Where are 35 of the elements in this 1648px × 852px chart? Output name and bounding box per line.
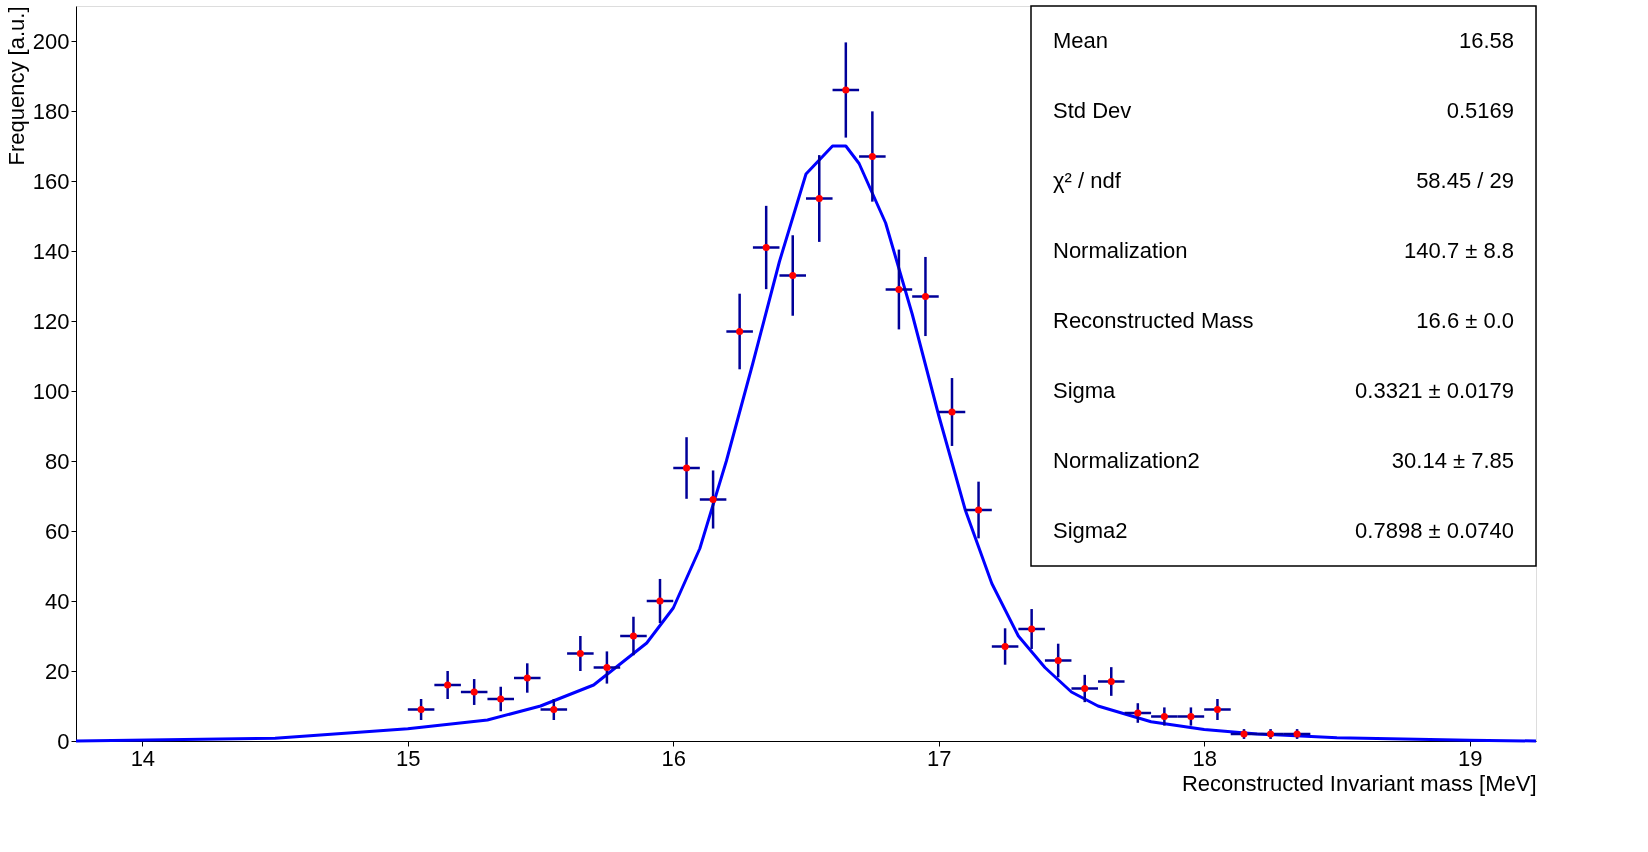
y-tick-label: 140 (32, 238, 70, 264)
annotation: Normalization2 (1053, 448, 1200, 473)
y-tick-label: 40 (45, 588, 70, 614)
y-tick-label: 200 (32, 28, 70, 54)
annotation: 140.7 ± 8.8 (1404, 238, 1514, 263)
annotation: Sigma (1053, 378, 1117, 403)
annotation: 58.45 / 29 (1416, 168, 1514, 193)
x-tick-label: 17 (926, 745, 952, 771)
x-axis-title: Reconstructed Invariant mass [MeV] (1181, 770, 1537, 796)
x-tick-label: 18 (1192, 745, 1217, 771)
annotation: Mean (1053, 28, 1109, 53)
x-tick-label: 16 (661, 745, 687, 771)
x-tick-label: 15 (396, 745, 421, 771)
y-tick-label: 180 (32, 98, 70, 124)
annotation: 0.3321 ± 0.0179 (1355, 378, 1514, 403)
annotation: Std Dev (1053, 98, 1132, 123)
annotation: 0.5169 (1446, 98, 1514, 123)
annotation: χ² / ndf (1053, 168, 1122, 193)
annotation: Normalization (1053, 238, 1188, 263)
annotation: 16.58 (1458, 28, 1514, 53)
y-tick-label: 80 (45, 448, 70, 474)
x-tick-label: 14 (130, 745, 156, 771)
y-tick-label: 20 (45, 658, 70, 684)
y-axis-title: Frequency [a.u.] (3, 6, 29, 166)
y-tick-label: 0 (57, 728, 70, 754)
annotation: Sigma2 (1053, 518, 1128, 543)
y-tick-label: 160 (32, 168, 70, 194)
y-tick-label: 120 (32, 308, 70, 334)
annotation: 0.7898 ± 0.0740 (1355, 518, 1514, 543)
annotation: Reconstructed Mass (1053, 308, 1254, 333)
annotation: 16.6 ± 0.0 (1416, 308, 1514, 333)
y-tick-label: 100 (32, 378, 70, 404)
annotation: 30.14 ± 7.85 (1391, 448, 1514, 473)
y-tick-label: 60 (45, 518, 70, 544)
x-tick-label: 19 (1457, 745, 1483, 771)
